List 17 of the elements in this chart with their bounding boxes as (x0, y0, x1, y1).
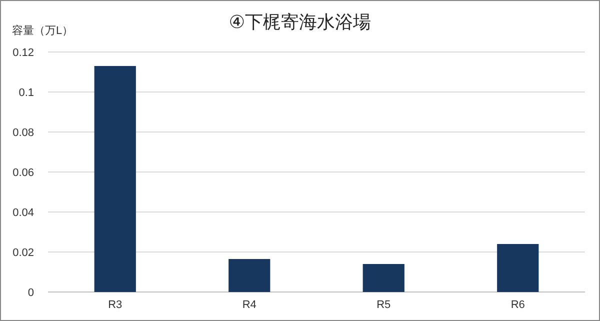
y-tick-label: 0.04 (12, 207, 34, 219)
bar (228, 259, 270, 292)
y-tick-label: 0.12 (12, 47, 34, 59)
bar (94, 66, 136, 292)
chart-title: ④下梶寄海水浴場 (228, 12, 372, 32)
y-tick-label: 0.06 (12, 167, 34, 179)
y-tick-label: 0.02 (12, 247, 34, 259)
x-tick-label: R5 (376, 299, 391, 311)
x-tick-label: R3 (108, 299, 122, 311)
y-tick-label: 0.08 (12, 127, 34, 139)
bar (497, 244, 539, 292)
y-tick-label: 0.1 (18, 87, 34, 99)
y-axis-title: 容量（万L） (12, 24, 74, 37)
y-tick-label: 0 (28, 287, 34, 299)
x-tick-label: R4 (242, 299, 256, 311)
bar (362, 264, 404, 292)
x-tick-label: R6 (510, 299, 525, 311)
